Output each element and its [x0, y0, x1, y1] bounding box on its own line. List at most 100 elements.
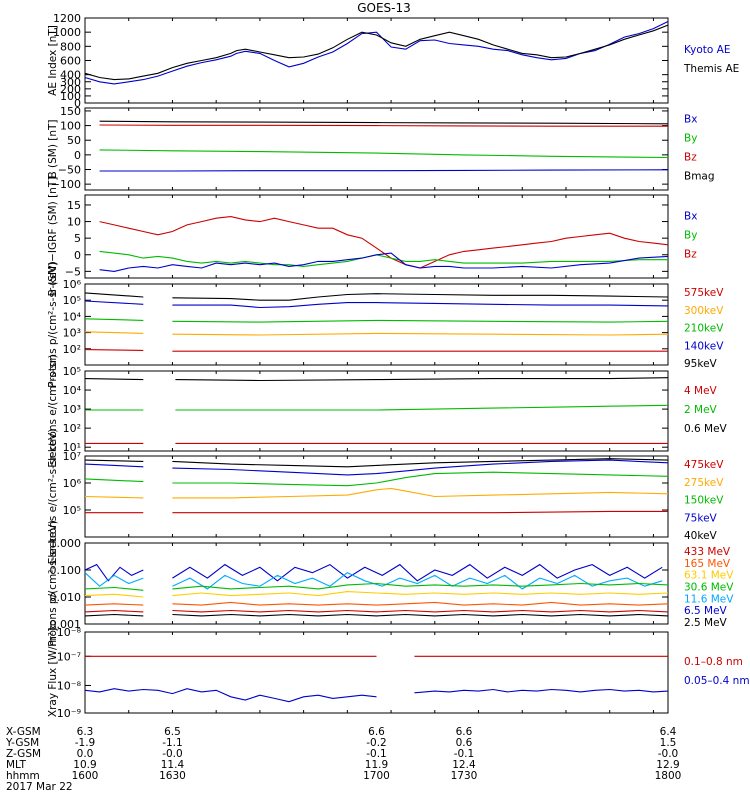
y-tick-label: 1.000: [50, 537, 82, 550]
series-line-63-1-mev: [84, 593, 144, 598]
table-cell: 11.9: [365, 759, 388, 771]
y-tick-label: 10⁵: [63, 504, 81, 517]
series-line-210kev: [172, 319, 669, 323]
legend-entry: Bx: [684, 211, 697, 223]
legend-entry: 40keV: [684, 530, 718, 542]
date-label: 2017 Mar 22: [6, 781, 73, 793]
series-line-bx: [99, 252, 669, 272]
series-line-0-05-0-4-nm: [414, 688, 669, 694]
legend-entry: By: [684, 230, 697, 242]
y-tick-label: 50: [67, 134, 81, 147]
y-tick-label: 10⁷: [63, 450, 81, 463]
legend-entry: 475keV: [684, 459, 724, 471]
y-tick-label: 10⁵: [63, 365, 81, 378]
series-line-40kev: [172, 458, 669, 468]
legend-entry: Bz: [684, 152, 697, 164]
table-cell: 6.5: [164, 726, 181, 738]
series-line-bmag: [99, 120, 669, 125]
series-line-300kev: [84, 331, 144, 334]
table-cell: 6.3: [77, 726, 94, 738]
panel-frame: [84, 17, 669, 104]
y-axis-label: Electrons e/(cm²-s-sr): [47, 354, 59, 467]
y-tick-label: 5: [74, 232, 81, 245]
y-tick-label: 10⁵: [63, 294, 81, 307]
table-cell: 6.6: [368, 726, 385, 738]
table-cell: 1.5: [660, 737, 677, 749]
legend-entry: 2.5 MeV: [684, 617, 728, 629]
y-tick-label: 10⁻⁸: [57, 679, 82, 692]
y-tick-label: 0.010: [50, 591, 82, 604]
table-cell: -0.0: [162, 748, 183, 760]
table-cell: 11.4: [161, 759, 185, 771]
series-line-150kev: [172, 471, 669, 487]
table-cell: -0.0: [658, 748, 679, 760]
series-line-6-5-mev: [172, 563, 663, 582]
y-tick-label: 10³: [63, 403, 81, 416]
series-line-0-6-mev: [175, 377, 669, 382]
y-axis-label: Protons p/(cm²-s-sr-keV): [47, 520, 59, 647]
legend-entry: 300keV: [684, 305, 724, 317]
legend-entry: 210keV: [684, 323, 724, 335]
series-line-bz: [99, 124, 668, 127]
y-tick-label: 10⁴: [63, 384, 82, 397]
panel-frame: [84, 542, 669, 625]
series-line-275kev: [172, 487, 669, 499]
panel-frame: [84, 107, 669, 191]
series-line-95kev: [172, 293, 669, 301]
table-cell: 10.9: [73, 759, 96, 771]
y-tick-label: 200: [60, 83, 81, 96]
series-line-75kev: [84, 463, 144, 468]
table-cell: 1700: [363, 770, 390, 782]
y-tick-label: 0.100: [50, 564, 82, 577]
legend-entry: 165 MeV: [684, 558, 731, 570]
legend-entry: 63.1 MeV: [684, 570, 734, 582]
table-cell: 6.4: [660, 726, 677, 738]
series-line-165-mev: [172, 601, 669, 606]
y-tick-label: 0: [74, 149, 81, 162]
series-line-bx: [99, 169, 669, 172]
y-tick-label: 10²: [63, 343, 81, 356]
panel-frame: [84, 283, 669, 366]
y-tick-label: 150: [60, 105, 81, 118]
y-tick-label: 10⁴: [63, 310, 82, 323]
table-cell: 1630: [159, 770, 186, 782]
series-line-0-05-0-4-nm: [84, 688, 377, 703]
panel-frame: [84, 370, 669, 452]
legend-entry: 95keV: [684, 358, 718, 370]
legend-entry: 0.6 MeV: [684, 423, 728, 435]
y-tick-label: 1200: [53, 12, 81, 25]
y-tick-label: 100: [60, 90, 81, 103]
y-tick-label: 1000: [53, 26, 81, 39]
table-row-label: X-GSM: [6, 726, 41, 738]
panel-6: 10⁵ 10⁶ 10⁷ Electrons e/(cm²-s-sr-keV) 475ke…: [47, 429, 724, 565]
legend-entry: Bx: [684, 114, 697, 126]
series-line-11-6-mev: [84, 572, 144, 587]
y-axis-label: Electrons e/(cm²-s-sr-keV): [47, 429, 59, 565]
panel-frame: [84, 631, 669, 714]
legend-entry: Kyoto AE: [684, 44, 730, 56]
series-line-140kev: [172, 302, 669, 309]
series-line-kyoto-ae: [84, 21, 669, 85]
y-axis-label: B (SM) [nT]: [47, 119, 59, 178]
series-line-6-5-mev: [84, 563, 144, 582]
table-row-label: Y-GSM: [5, 737, 39, 749]
panel-frame: [84, 194, 669, 279]
legend-entry: 2 MeV: [684, 404, 718, 416]
series-line-2-5-mev: [84, 613, 144, 617]
series-line-95kev: [84, 292, 144, 298]
y-tick-label: 10³: [63, 327, 81, 340]
table-cell: 1600: [72, 770, 99, 782]
table-row-label: hhmm: [6, 770, 40, 782]
series-line-bz: [99, 216, 669, 269]
table-cell: -1.9: [75, 737, 96, 749]
y-tick-label: 0: [74, 97, 81, 110]
legend-entry: 75keV: [684, 512, 718, 524]
series-line-300kev: [172, 332, 669, 336]
y-tick-label: 100: [60, 120, 81, 133]
legend-entry: 6.5 MeV: [684, 605, 728, 617]
series-line-40kev: [84, 459, 144, 462]
